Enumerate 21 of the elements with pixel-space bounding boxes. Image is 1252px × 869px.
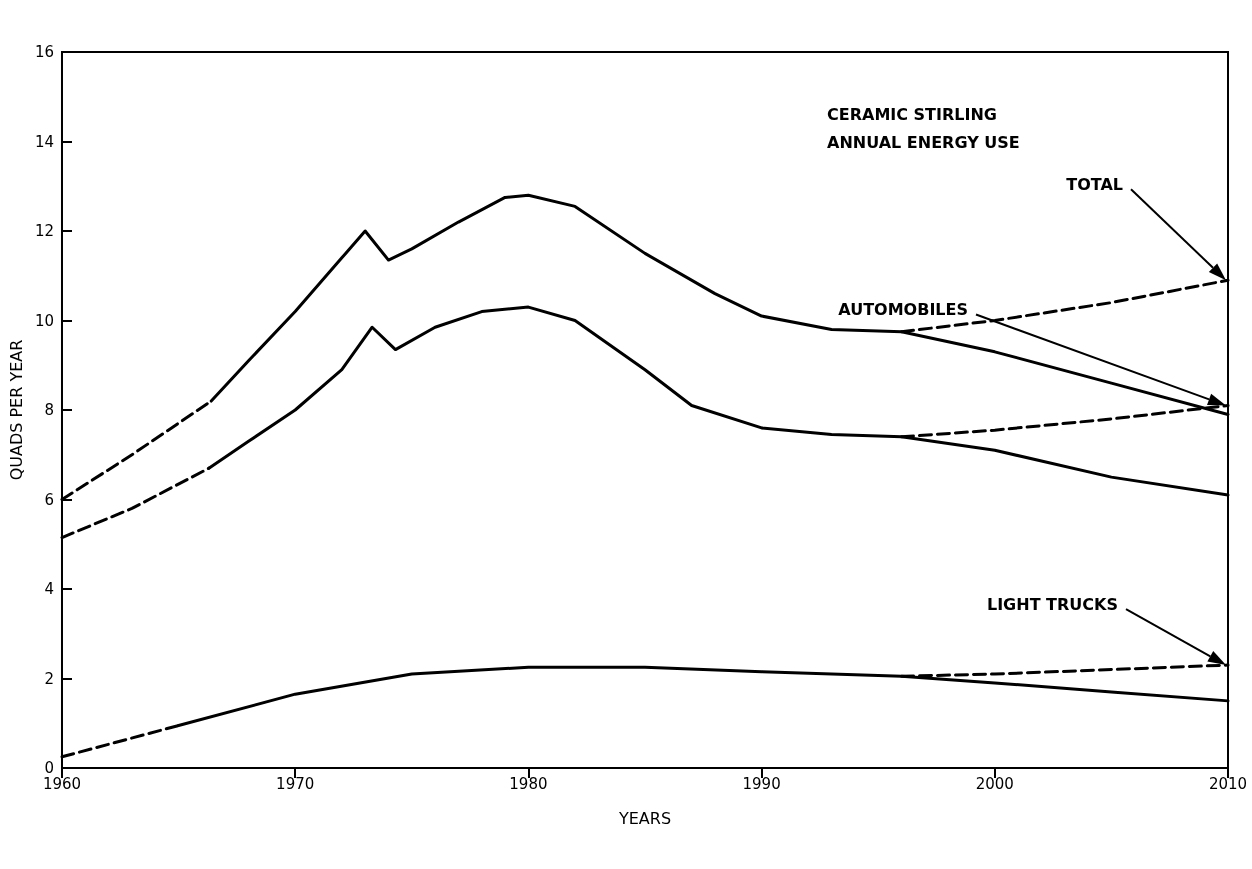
y-tick-label: 2 bbox=[44, 669, 54, 688]
annotation: AUTOMOBILES bbox=[838, 300, 968, 320]
x-tick-label: 1970 bbox=[276, 774, 315, 793]
y-tick-label: 4 bbox=[44, 580, 54, 598]
x-tick-label: 1980 bbox=[509, 774, 548, 793]
y-axis-title: QUADS PER YEAR bbox=[6, 339, 26, 481]
x-tick-label: 2000 bbox=[975, 774, 1014, 793]
x-axis-title: YEARS bbox=[617, 808, 672, 828]
x-tick-label: 1960 bbox=[42, 774, 82, 793]
y-tick-label: 6 bbox=[44, 490, 54, 509]
y-tick-label: 10 bbox=[34, 311, 54, 330]
annotation: TOTAL bbox=[1066, 174, 1123, 194]
y-tick-label: 14 bbox=[34, 132, 54, 151]
annotation: LIGHT TRUCKS bbox=[986, 594, 1118, 614]
x-tick-label: 1990 bbox=[742, 774, 781, 793]
text: CERAMIC STIRLING ANNUAL ENERGY USE bbox=[827, 104, 1020, 152]
x-tick-label: 2010 bbox=[1208, 774, 1248, 793]
y-tick-label: 12 bbox=[34, 222, 54, 240]
y-tick-label: 0 bbox=[44, 759, 54, 777]
y-tick-label: 8 bbox=[44, 401, 54, 419]
y-tick-label: 16 bbox=[34, 43, 54, 61]
